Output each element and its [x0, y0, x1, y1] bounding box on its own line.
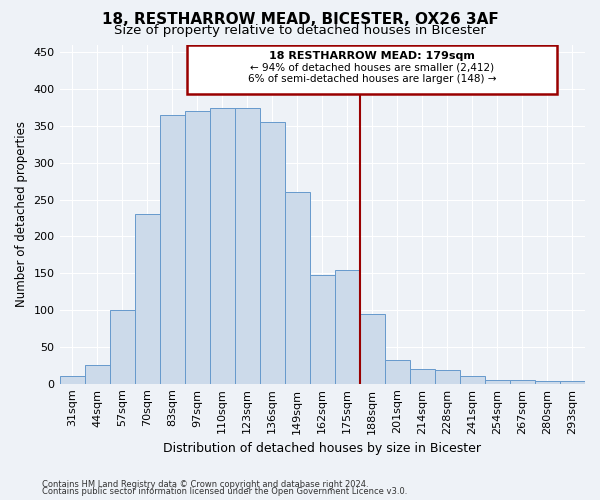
Bar [209, 108, 235, 384]
Bar [310, 276, 335, 384]
Bar [187, 45, 557, 94]
Text: 6% of semi-detached houses are larger (148) →: 6% of semi-detached houses are larger (1… [248, 74, 497, 84]
Bar [85, 366, 110, 384]
Bar [385, 360, 410, 384]
Bar [485, 380, 510, 384]
Bar [110, 310, 134, 384]
Bar [260, 122, 285, 384]
Bar [435, 370, 460, 384]
Bar [410, 369, 435, 384]
Y-axis label: Number of detached properties: Number of detached properties [15, 122, 28, 308]
Bar [460, 376, 485, 384]
Text: Size of property relative to detached houses in Bicester: Size of property relative to detached ho… [114, 24, 486, 37]
X-axis label: Distribution of detached houses by size in Bicester: Distribution of detached houses by size … [163, 442, 481, 455]
Bar [335, 270, 360, 384]
Bar [535, 382, 560, 384]
Bar [160, 115, 185, 384]
Bar [59, 376, 85, 384]
Bar [510, 380, 535, 384]
Text: Contains HM Land Registry data © Crown copyright and database right 2024.: Contains HM Land Registry data © Crown c… [42, 480, 368, 489]
Text: Contains public sector information licensed under the Open Government Licence v3: Contains public sector information licen… [42, 487, 407, 496]
Text: 18 RESTHARROW MEAD: 179sqm: 18 RESTHARROW MEAD: 179sqm [269, 51, 475, 61]
Bar [285, 192, 310, 384]
Bar [185, 112, 209, 384]
Text: ← 94% of detached houses are smaller (2,412): ← 94% of detached houses are smaller (2,… [250, 62, 494, 72]
Text: 18, RESTHARROW MEAD, BICESTER, OX26 3AF: 18, RESTHARROW MEAD, BICESTER, OX26 3AF [101, 12, 499, 28]
Bar [134, 214, 160, 384]
Bar [560, 382, 585, 384]
Bar [235, 108, 260, 384]
Bar [360, 314, 385, 384]
